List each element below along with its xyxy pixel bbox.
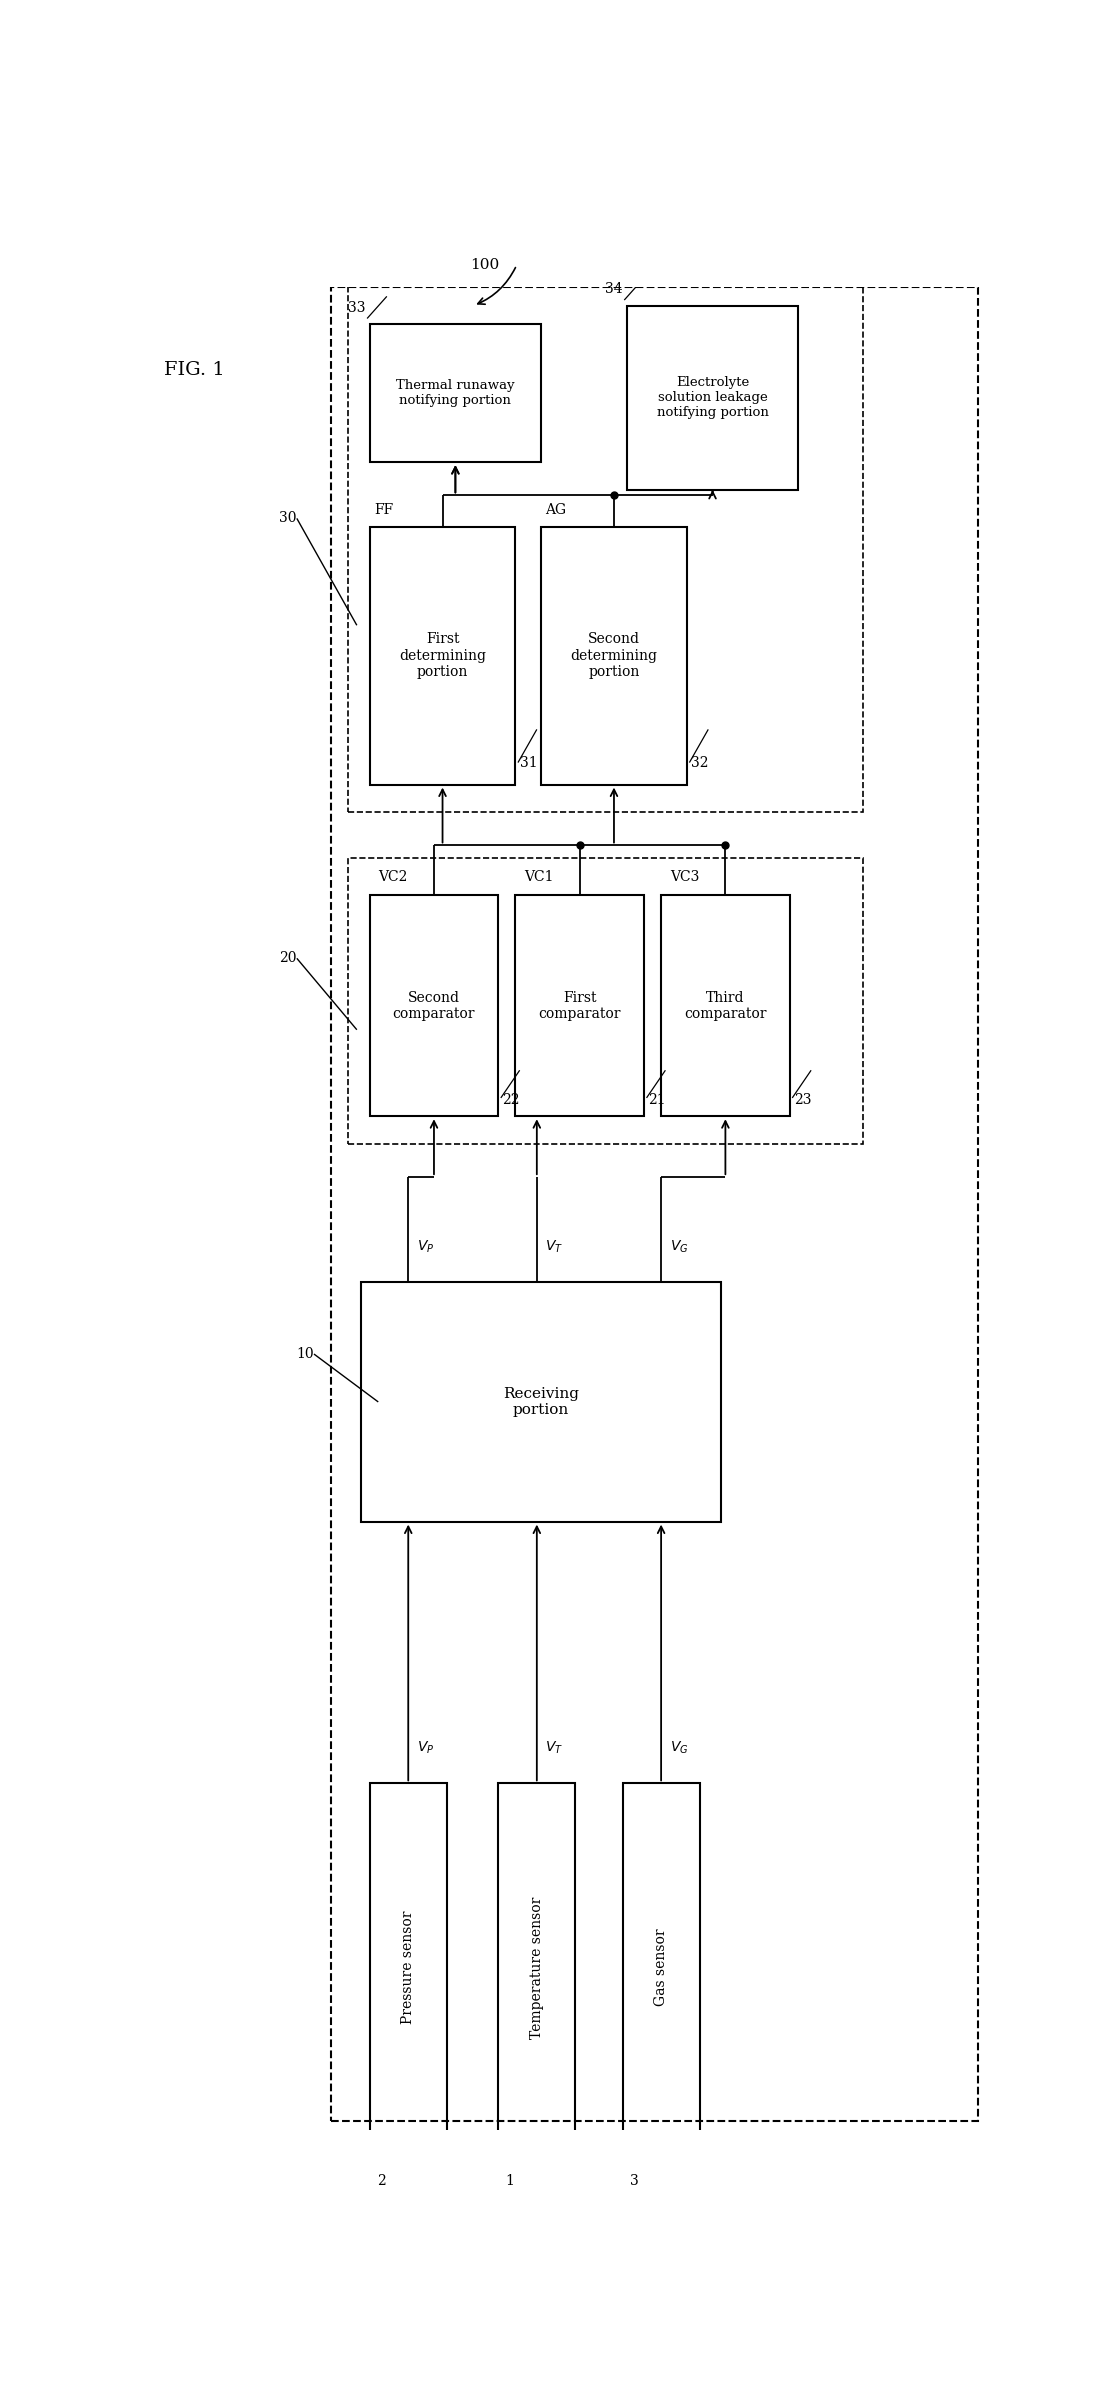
Text: 22: 22 (502, 1094, 520, 1108)
Text: Receiving
portion: Receiving portion (503, 1388, 580, 1417)
Bar (661, 895, 790, 1115)
Text: 21: 21 (648, 1094, 666, 1108)
Text: Electrolyte
solution leakage
notifying portion: Electrolyte solution leakage notifying p… (657, 376, 769, 419)
Text: 10: 10 (296, 1347, 314, 1362)
Text: Second
determining
portion: Second determining portion (571, 632, 657, 680)
Text: Gas sensor: Gas sensor (654, 1929, 668, 2005)
Text: VC3: VC3 (669, 871, 699, 883)
Text: 100: 100 (470, 258, 500, 273)
Text: 30: 30 (280, 512, 296, 526)
Text: 31: 31 (520, 756, 538, 771)
Bar (369, 323, 541, 462)
Text: $V_{G}$: $V_{G}$ (669, 1740, 688, 1756)
Bar (515, 895, 644, 1115)
Text: $V_T$: $V_T$ (545, 1237, 563, 1254)
Bar (498, 1783, 575, 2151)
Text: FIG. 1: FIG. 1 (164, 361, 225, 378)
Text: FF: FF (374, 503, 394, 517)
Bar (369, 526, 515, 785)
Bar (361, 1283, 721, 1522)
Bar (369, 895, 498, 1115)
Text: $V_{T}$: $V_{T}$ (545, 1740, 563, 1756)
Text: $V_P$: $V_P$ (417, 1237, 435, 1254)
Text: $V_G$: $V_G$ (669, 1237, 688, 1254)
Text: 20: 20 (280, 952, 296, 964)
Bar (369, 1783, 447, 2151)
Bar (348, 278, 863, 811)
Bar (348, 859, 863, 1144)
Bar (627, 306, 799, 491)
Text: 1: 1 (505, 2173, 514, 2187)
Text: Temperature sensor: Temperature sensor (530, 1895, 544, 2039)
Text: Thermal runaway
notifying portion: Thermal runaway notifying portion (396, 378, 514, 407)
Text: 3: 3 (629, 2173, 638, 2187)
Text: VC2: VC2 (378, 871, 408, 883)
Text: 34: 34 (605, 282, 623, 297)
Bar (623, 1783, 700, 2151)
Text: VC1: VC1 (524, 871, 553, 883)
Text: First
comparator: First comparator (539, 991, 620, 1022)
Text: Pressure sensor: Pressure sensor (401, 1912, 415, 2024)
Text: Third
comparator: Third comparator (685, 991, 766, 1022)
Text: AG: AG (545, 503, 566, 517)
Bar (541, 526, 687, 785)
Text: 32: 32 (691, 756, 709, 771)
Text: 33: 33 (348, 302, 365, 316)
Text: 23: 23 (794, 1094, 812, 1108)
Text: $V_{P}$: $V_{P}$ (417, 1740, 435, 1756)
Text: Second
comparator: Second comparator (393, 991, 476, 1022)
Text: 2: 2 (377, 2173, 386, 2187)
Bar (331, 287, 978, 2120)
Text: First
determining
portion: First determining portion (399, 632, 486, 680)
